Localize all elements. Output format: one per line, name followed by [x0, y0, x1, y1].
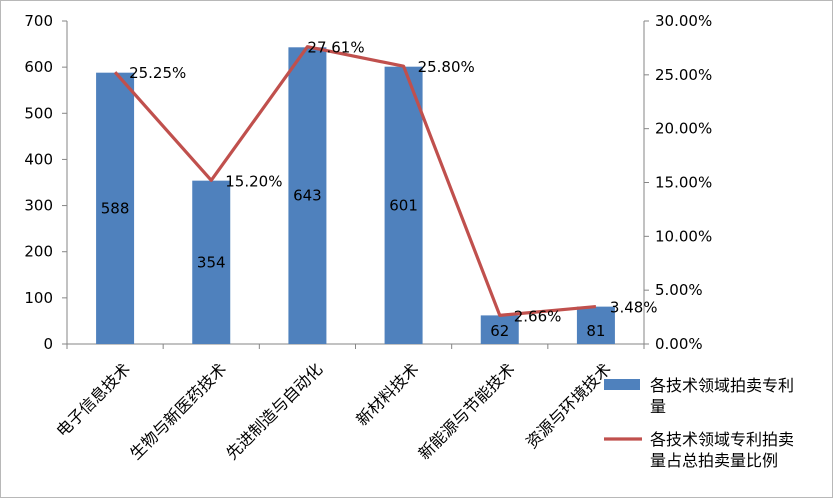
line-data-label: 25.25% [129, 64, 186, 82]
bar [288, 47, 327, 345]
legend-bar-label: 量 [650, 397, 666, 416]
left-tick-label: 200 [24, 243, 53, 261]
category-label: 先进制造与自动化 [222, 359, 326, 463]
category-label: 资源与环境技术 [522, 359, 615, 452]
legend-bar-label: 各技术领域拍卖专利 [650, 376, 794, 395]
right-tick-label: 15.00% [655, 174, 712, 192]
right-tick-label: 0.00% [655, 335, 703, 353]
right-tick-label: 30.00% [655, 12, 712, 30]
line-data-label: 15.20% [225, 172, 282, 190]
bar-data-label: 601 [389, 196, 418, 214]
left-tick-label: 300 [24, 197, 53, 215]
right-tick-label: 25.00% [655, 66, 712, 84]
bar-data-label: 354 [197, 253, 226, 271]
category-label: 生物与新医药技术 [126, 359, 230, 463]
bar-data-label: 81 [586, 322, 605, 340]
bar [576, 306, 615, 344]
bar-data-label: 588 [101, 199, 130, 217]
left-tick-label: 500 [24, 104, 53, 122]
left-tick-label: 0 [43, 335, 53, 353]
line-data-label: 27.61% [307, 39, 364, 57]
category-label: 电子信息技术 [53, 359, 134, 440]
left-tick-label: 100 [24, 289, 53, 307]
right-tick-label: 20.00% [655, 120, 712, 138]
right-tick-label: 5.00% [655, 281, 703, 299]
line-data-label: 25.80% [418, 58, 475, 76]
category-label: 新材料技术 [352, 359, 422, 429]
legend-bar-swatch [604, 379, 640, 390]
bar [480, 315, 519, 344]
left-tick-label: 700 [24, 12, 53, 30]
line-data-label: 2.66% [514, 307, 562, 325]
right-tick-label: 10.00% [655, 227, 712, 245]
left-tick-label: 400 [24, 150, 53, 168]
line-data-label: 3.48% [610, 299, 658, 317]
bar-data-label: 643 [293, 187, 322, 205]
series-line [113, 45, 597, 317]
legend-line-label: 各技术领域专利拍卖 [650, 430, 794, 449]
bar-data-label: 62 [490, 322, 509, 340]
bar [384, 66, 423, 344]
category-label: 新能源与节能技术 [415, 359, 519, 463]
left-tick-label: 600 [24, 58, 53, 76]
legend-line-label: 量占总拍卖量比例 [650, 451, 778, 470]
bar [192, 180, 231, 344]
bar [96, 72, 135, 345]
